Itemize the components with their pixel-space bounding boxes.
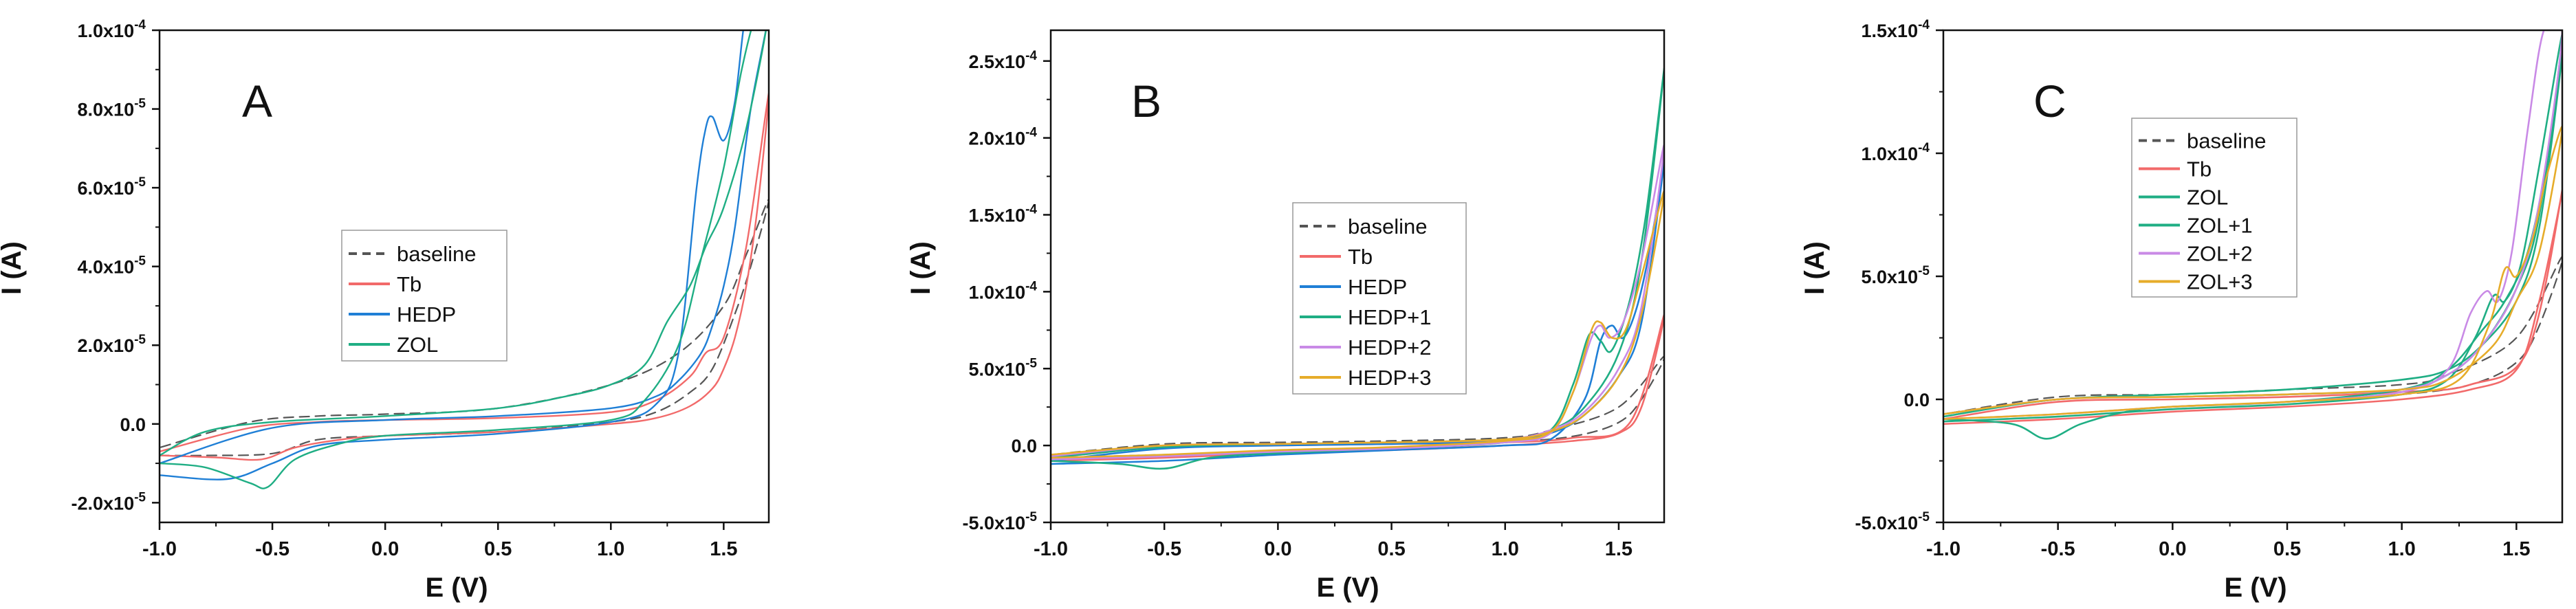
legend-label: HEDP: [397, 302, 456, 326]
x-axis-label-b: E (V): [1316, 573, 1379, 603]
y-axis-label-c: I (A): [1800, 241, 1830, 295]
y-tick-label: 8.0x10-5: [78, 97, 146, 120]
legend-label: ZOL+3: [2187, 270, 2253, 294]
legend-label: HEDP+1: [1348, 305, 1431, 329]
y-tick-label: 0.0: [120, 414, 146, 435]
legend-box: [1292, 202, 1467, 395]
panel-letter-c: C: [2033, 76, 2066, 126]
y-tick-label: 2.5x10-4: [969, 49, 1038, 72]
x-tick-label: 0.0: [1264, 538, 1291, 560]
legend-label: Tb: [1348, 245, 1373, 269]
x-axis-label-a: E (V): [425, 573, 488, 603]
y-tick-label: 2.0x10-5: [78, 333, 146, 356]
x-tick-label: 1.0: [597, 538, 624, 560]
y-axis-label-b: I (A): [906, 241, 936, 295]
y-tick-label: 1.0x10-4: [1862, 141, 1930, 164]
series-line-zol-plus-3: [1943, 125, 2562, 420]
plot-area-c: -1.0 -0.5 0.0 0.5 1.0 1.5 -5.0x10-5 0.0 5.0x10-5…: [1855, 18, 2564, 560]
legend-label: ZOL: [2187, 186, 2228, 210]
y-tick-label: 5.0x10-5: [1862, 264, 1930, 287]
x-tick-label: 0.0: [2159, 538, 2186, 560]
legend-label: Tb: [397, 272, 422, 296]
plot-frame: [1049, 29, 1666, 524]
y-tick-label: 0.0: [1903, 390, 1930, 410]
series-line-baseline: [1051, 355, 1664, 459]
x-tick-label: -1.0: [1926, 538, 1961, 560]
panel-letter-a: A: [242, 76, 272, 126]
series-line-hedp: [160, 30, 767, 480]
legend-label: ZOL+2: [2187, 242, 2253, 266]
legend-label: HEDP+3: [1348, 366, 1431, 390]
x-tick-label: 1.5: [710, 538, 737, 560]
y-tick-label: -2.0x10-5: [72, 490, 146, 513]
y-tick-label: 1.5x10-4: [969, 203, 1038, 226]
panel-letter-b: B: [1131, 76, 1161, 126]
plot-area-b: -1.0 -0.5 0.0 0.5 1.0 1.5 -5.0x10-5 0.0 5.0x10-5…: [963, 29, 1666, 560]
legend-c: baseline Tb ZOL ZOL+1 ZOL+2 ZOL+3: [2131, 118, 2297, 298]
x-tick-label: -0.5: [255, 538, 290, 560]
legend-box: [341, 230, 507, 362]
y-tick-label: 4.0x10-5: [78, 254, 146, 278]
x-tick-label: 1.5: [2502, 538, 2530, 560]
x-tick-label: 0.5: [484, 538, 512, 560]
legend-label: baseline: [397, 242, 476, 266]
y-tick-label: -5.0x10-5: [1855, 510, 1930, 533]
legend-label: baseline: [2187, 129, 2266, 153]
panel-a: -1.0 -0.5 0.0 0.5 1.0 1.5 -2.0x10-5 0.0 2.0x10-5…: [0, 18, 770, 603]
x-tick-label: 1.0: [2388, 538, 2416, 560]
y-tick-label: 1.0x10-4: [78, 18, 146, 41]
x-tick-label: -1.0: [142, 538, 177, 560]
x-tick-label: -0.5: [1147, 538, 1181, 560]
legend-label: baseline: [1348, 214, 1427, 239]
y-axis-label-a: I (A): [0, 241, 27, 295]
x-tick-label: 0.5: [1377, 538, 1405, 560]
x-tick-label: 0.5: [2273, 538, 2301, 560]
x-tick-label: -1.0: [1034, 538, 1068, 560]
y-tick-label: 1.5x10-4: [1862, 18, 1930, 41]
y-tick-label: 2.0x10-4: [969, 126, 1038, 149]
series-line-zol: [160, 30, 767, 489]
legend-box: [2131, 118, 2297, 298]
x-tick-label: 1.0: [1492, 538, 1519, 560]
legend-label: HEDP: [1348, 275, 1407, 299]
series-group: [160, 30, 769, 489]
y-tick-label: 1.0x10-4: [969, 279, 1038, 302]
series-group: [1051, 67, 1664, 470]
plot-area-a: -1.0 -0.5 0.0 0.5 1.0 1.5 -2.0x10-5 0.0 2.0x10-5…: [72, 18, 770, 560]
x-tick-label: 1.5: [1605, 538, 1633, 560]
legend-a: baseline Tb HEDP ZOL: [341, 230, 507, 362]
series-line-tb: [1943, 188, 2562, 425]
x-axis-label-c: E (V): [2224, 573, 2286, 603]
y-tick-label: -5.0x10-5: [963, 510, 1038, 533]
legend-label: HEDP+2: [1348, 335, 1431, 359]
legend-label: ZOL: [397, 333, 438, 357]
series-line-hedp-plus-3: [1051, 190, 1664, 459]
y-tick-label: 6.0x10-5: [78, 175, 146, 199]
legend-label: ZOL+1: [2187, 214, 2253, 238]
legend-label: Tb: [2187, 157, 2212, 181]
y-tick-label: 0.0: [1011, 436, 1037, 456]
plot-frame: [158, 29, 770, 524]
y-tick-label: 5.0x10-5: [969, 356, 1038, 379]
panel-b: -1.0 -0.5 0.0 0.5 1.0 1.5 -5.0x10-5 0.0 5.0x10-5…: [906, 29, 1666, 603]
x-tick-label: -0.5: [2041, 538, 2075, 560]
x-tick-label: 0.0: [371, 538, 399, 560]
series-group: [1943, 30, 2562, 440]
panel-c: -1.0 -0.5 0.0 0.5 1.0 1.5 -5.0x10-5 0.0 5.0x10-5…: [1800, 18, 2564, 603]
legend-b: baseline Tb HEDP HEDP+1 HEDP+2 HEDP+3: [1292, 202, 1467, 395]
